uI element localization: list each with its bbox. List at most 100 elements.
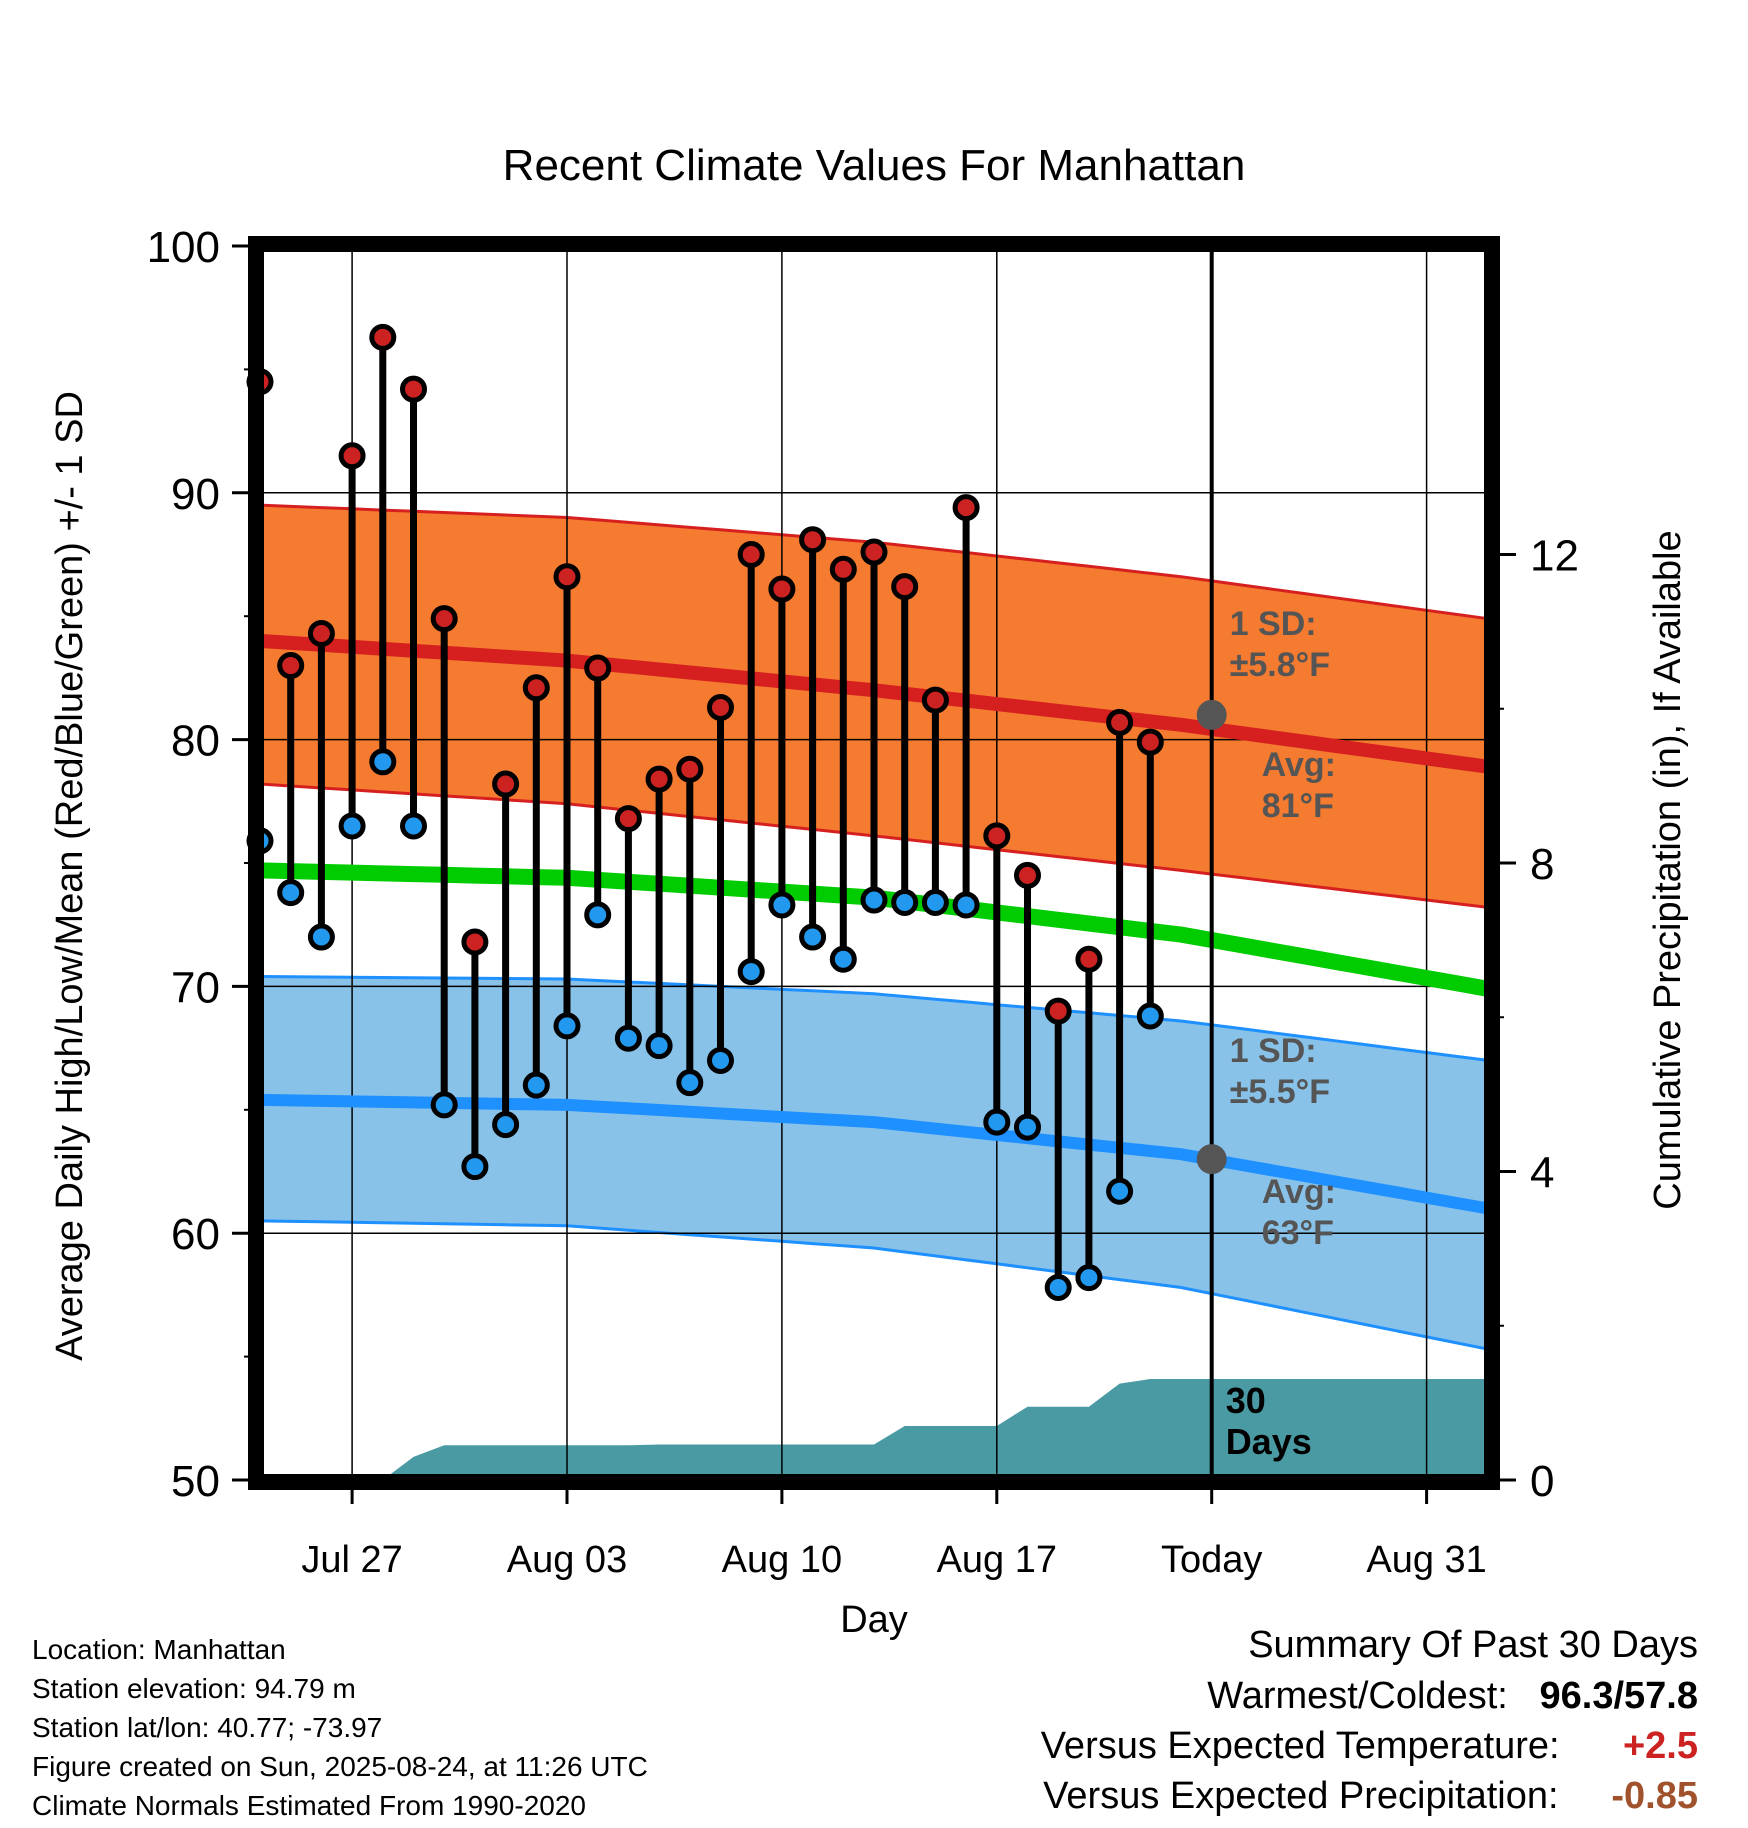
daily-low-point [1014,1113,1041,1141]
daily-low-point [1106,1177,1134,1205]
daily-low-point [369,748,397,776]
daily-high-point [1075,945,1103,973]
daily-high-point [277,652,305,680]
daily-low-point [921,888,949,916]
daily-low-point [891,888,919,916]
climate-normals-note: Climate Normals Estimated From 1990-2020 [32,1790,586,1821]
high-avg-label: Avg: [1262,746,1336,784]
daily-low-point [1136,1002,1164,1030]
daily-high-point [860,538,888,566]
daily-low-point [829,945,857,973]
y-axis-label-right: Cumulative Precipitation (in), If Availa… [1647,530,1689,1209]
days-number: 30 [1226,1380,1266,1421]
daily-low-point [492,1111,520,1139]
daily-low-point [307,923,335,951]
today-normal-low-marker [1196,1144,1227,1175]
y-tick-label-right: 12 [1530,532,1579,581]
daily-low-point [707,1046,734,1074]
low-sd-value: ±5.5°F [1230,1073,1330,1111]
daily-low-point [1044,1273,1072,1301]
warm-cold-label: Warmest/Coldest: [1207,1675,1508,1717]
daily-high-point [338,442,366,470]
daily-high-point [307,619,335,647]
daily-high-point [645,765,673,793]
summary-temp: Versus Expected Temperature: +2.5 [1041,1725,1698,1768]
daily-high-point [461,928,489,956]
daily-high-point [1014,861,1041,889]
today-normal-high-marker [1196,699,1227,730]
summary-warm-cold: Warmest/Coldest: 96.3/57.8 [1207,1675,1698,1718]
figure-created: Figure created on Sun, 2025-08-24, at 11… [32,1751,648,1782]
daily-low-point [645,1032,673,1060]
daily-high-point [1106,708,1134,736]
y-tick-label-right: 8 [1530,840,1554,889]
station-location: Location: Manhattan [32,1634,286,1665]
y-tick-label-right: 0 [1530,1457,1554,1506]
y-axis-label-left: Average Daily High/Low/Mean (Red/Blue/Gr… [49,391,91,1361]
daily-low-point [614,1024,642,1052]
daily-low-point [768,891,796,919]
daily-high-point [584,654,612,682]
y-tick-label-right: 4 [1530,1149,1554,1198]
daily-high-point [492,770,520,798]
daily-low-point [860,886,888,914]
daily-low-point [277,879,305,907]
daily-high-point [553,563,581,591]
daily-low-point [553,1012,581,1040]
x-tick-label: Jul 27 [301,1539,402,1581]
daily-high-point [737,541,765,568]
high-avg-value: 81°F [1262,787,1334,825]
daily-low-point [461,1153,489,1181]
daily-high-point [829,555,857,583]
daily-high-point [614,805,642,833]
y-tick-label-left: 50 [171,1457,220,1506]
daily-high-point [1044,997,1072,1025]
days-label: Days [1226,1421,1312,1462]
daily-high-point [983,822,1011,850]
high-sd-label: 1 SD: [1230,605,1317,643]
y-tick-label-left: 90 [171,470,220,519]
low-avg-label: Avg: [1262,1173,1336,1211]
daily-low-point [338,812,366,840]
daily-high-point [707,694,734,722]
daily-low-point [400,812,427,840]
x-tick-label: Aug 03 [507,1539,627,1581]
daily-high-point [369,323,397,351]
chart-title: Recent Climate Values For Manhattan [503,141,1246,190]
daily-low-point [799,923,827,951]
daily-high-point [799,526,827,554]
y-tick-label-left: 100 [147,223,220,272]
x-tick-label: Aug 10 [722,1539,842,1581]
daily-low-point [676,1069,704,1097]
daily-high-point [1136,728,1164,756]
x-tick-label: Today [1161,1539,1262,1581]
station-latlon: Station lat/lon: 40.77; -73.97 [32,1712,383,1743]
daily-high-point [400,375,427,403]
daily-low-point [430,1091,458,1119]
daily-high-point [768,575,796,603]
daily-high-point [676,755,704,783]
daily-low-point [952,891,980,919]
summary-title: Summary Of Past 30 Days [1248,1624,1698,1666]
high-sd-value: ±5.8°F [1230,646,1330,684]
daily-high-point [430,605,458,633]
daily-low-point [983,1108,1011,1136]
y-tick-label-left: 80 [171,717,220,766]
daily-high-point [522,674,550,702]
summary-precip: Versus Expected Precipitation: -0.85 [1043,1775,1698,1818]
y-tick-label-left: 60 [171,1210,220,1259]
low-avg-value: 63°F [1262,1214,1334,1252]
daily-low-point [584,901,612,929]
daily-high-point [891,573,919,601]
low-sd-lower-line [259,1219,1489,1351]
daily-low-point [522,1071,550,1099]
daily-low-point [737,958,765,986]
daily-high-point [921,686,949,714]
low-sd-upper-line [259,975,1489,1062]
temp-value: +2.5 [1622,1725,1698,1767]
station-elevation: Station elevation: 94.79 m [32,1673,356,1704]
x-tick-label: Aug 31 [1366,1539,1486,1581]
low-sd-label: 1 SD: [1230,1032,1317,1070]
